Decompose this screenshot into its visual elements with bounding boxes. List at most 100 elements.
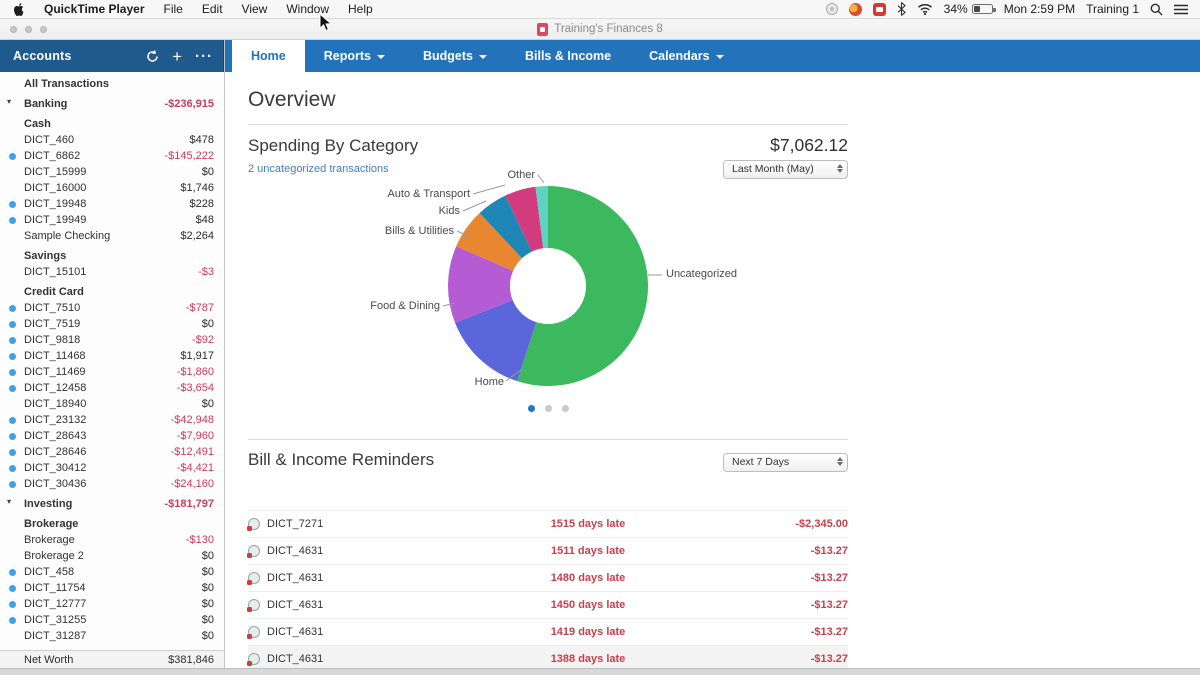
account-balance: $48 bbox=[195, 214, 214, 226]
sidebar-account-row[interactable]: DICT_11468 $1,917 bbox=[0, 348, 224, 364]
sidebar-account-row[interactable]: DICT_23132 -$42,948 bbox=[0, 412, 224, 428]
disclosure-triangle-icon[interactable]: ▾ bbox=[7, 497, 12, 506]
pagination-dot-2[interactable] bbox=[544, 405, 552, 412]
sidebar-account-row[interactable]: DICT_460 $478 bbox=[0, 132, 224, 148]
sidebar-section-header[interactable]: Credit Card bbox=[0, 284, 224, 300]
spending-period-select[interactable]: Last Month (May) bbox=[723, 159, 848, 179]
account-status-dot bbox=[9, 448, 16, 456]
sidebar-account-row[interactable]: DICT_30436 -$24,160 bbox=[0, 476, 224, 492]
account-balance: $0 bbox=[201, 630, 214, 642]
sidebar-group-row[interactable]: ▾ Investing -$181,797 bbox=[0, 496, 224, 512]
sidebar-account-row[interactable]: DICT_11469 -$1,860 bbox=[0, 364, 224, 380]
sidebar-account-row[interactable]: DICT_19948 $228 bbox=[0, 196, 224, 212]
pagination-dot-1[interactable] bbox=[527, 405, 535, 412]
sidebar-account-row[interactable]: DICT_16000 $1,746 bbox=[0, 180, 224, 196]
menu-window[interactable]: Window bbox=[286, 2, 330, 16]
screen-recording-indicator-icon[interactable] bbox=[825, 3, 838, 15]
sidebar-account-row[interactable]: DICT_7510 -$787 bbox=[0, 300, 224, 316]
sidebar-account-row[interactable]: DICT_6862 -$145,222 bbox=[0, 148, 224, 164]
menu-user[interactable]: Training 1 bbox=[1086, 2, 1139, 16]
sidebar-section-header[interactable]: Brokerage bbox=[0, 516, 224, 532]
reminders-period-select[interactable]: Next 7 Days bbox=[723, 452, 848, 472]
zoom-window-button[interactable] bbox=[40, 26, 47, 33]
menu-clock[interactable]: Mon 2:59 PM bbox=[1003, 2, 1076, 16]
chart-slice-other[interactable] bbox=[535, 186, 548, 249]
chart-slice-home[interactable] bbox=[455, 299, 537, 382]
apple-menu-icon[interactable] bbox=[12, 2, 25, 17]
account-name: Brokerage bbox=[24, 518, 79, 530]
sidebar-account-row[interactable]: DICT_15101 -$3 bbox=[0, 264, 224, 280]
sidebar-account-row[interactable]: DICT_28646 -$12,491 bbox=[0, 444, 224, 460]
disclosure-triangle-icon[interactable]: ▾ bbox=[7, 97, 12, 106]
sidebar-group-row[interactable]: ▾ Banking -$236,915 bbox=[0, 96, 224, 112]
chart-slice-bills-utilities[interactable] bbox=[456, 213, 522, 271]
sidebar-account-row[interactable]: DICT_12458 -$3,654 bbox=[0, 380, 224, 396]
chart-slice-auto-transport[interactable] bbox=[505, 186, 544, 252]
account-name: Brokerage 2 bbox=[24, 550, 84, 562]
account-name: DICT_12777 bbox=[24, 598, 87, 610]
menu-app-name[interactable]: QuickTime Player bbox=[44, 2, 145, 16]
account-name: DICT_18940 bbox=[24, 398, 87, 410]
reminder-name: DICT_4631 bbox=[267, 544, 324, 557]
red-app-status-icon[interactable] bbox=[872, 2, 886, 16]
account-name: DICT_19948 bbox=[24, 198, 87, 210]
reminder-days-late: 1515 days late bbox=[550, 517, 626, 530]
reminder-row[interactable]: DICT_4631 1511 days late -$13.27 bbox=[247, 538, 848, 565]
account-balance: -$24,160 bbox=[170, 478, 214, 490]
tab-home[interactable]: Home bbox=[232, 40, 305, 72]
sidebar-account-row[interactable]: DICT_18940 $0 bbox=[0, 396, 224, 412]
reminder-row[interactable]: DICT_4631 1388 days late -$13.27 bbox=[247, 645, 848, 668]
sidebar-item[interactable]: All Transactions bbox=[0, 76, 224, 92]
menu-view[interactable]: View bbox=[241, 2, 268, 16]
more-options-icon[interactable]: ··· bbox=[195, 47, 213, 65]
add-account-icon[interactable]: + bbox=[172, 46, 182, 66]
reminder-row[interactable]: DICT_7271 1515 days late -$2,345.00 bbox=[247, 511, 848, 538]
sidebar-section-header[interactable]: Savings bbox=[0, 248, 224, 264]
tab-bills-income[interactable]: Bills & Income bbox=[524, 49, 612, 63]
account-status-dot bbox=[9, 480, 16, 488]
sidebar-account-row[interactable]: DICT_31255 $0 bbox=[0, 612, 224, 628]
minimize-window-button[interactable] bbox=[25, 26, 32, 33]
sidebar-account-row[interactable]: DICT_12777 $0 bbox=[0, 596, 224, 612]
account-balance: $0 bbox=[201, 166, 214, 178]
bluetooth-icon[interactable] bbox=[897, 2, 906, 16]
account-balance: -$1,860 bbox=[176, 366, 214, 378]
net-worth-footer: Net Worth $381,846 bbox=[0, 650, 224, 668]
sidebar-account-row[interactable]: DICT_28643 -$7,960 bbox=[0, 428, 224, 444]
pagination-dot-3[interactable] bbox=[561, 405, 569, 412]
sidebar-account-row[interactable]: DICT_15999 $0 bbox=[0, 164, 224, 180]
refresh-icon[interactable] bbox=[146, 49, 159, 63]
reminder-row[interactable]: DICT_4631 1450 days late -$13.27 bbox=[247, 592, 848, 619]
tab-budgets[interactable]: Budgets bbox=[404, 40, 506, 72]
chart-slice-food-dining[interactable] bbox=[447, 246, 514, 323]
sidebar-account-row[interactable]: DICT_30412 -$4,421 bbox=[0, 460, 224, 476]
notification-center-icon[interactable] bbox=[1174, 4, 1188, 15]
sidebar-account-row[interactable]: DICT_9818 -$92 bbox=[0, 332, 224, 348]
close-window-button[interactable] bbox=[10, 26, 17, 33]
menu-file[interactable]: File bbox=[163, 2, 183, 16]
tab-reports[interactable]: Reports bbox=[305, 40, 404, 72]
wifi-icon[interactable] bbox=[917, 3, 933, 15]
account-status-dot bbox=[9, 200, 16, 208]
reminder-row[interactable]: DICT_4631 1480 days late -$13.27 bbox=[247, 565, 848, 592]
sidebar-account-row[interactable]: DICT_458 $0 bbox=[0, 564, 224, 580]
tab-calendars[interactable]: Calendars bbox=[630, 40, 742, 72]
account-name: DICT_6862 bbox=[24, 150, 81, 162]
sidebar-section-header[interactable]: Cash bbox=[0, 116, 224, 132]
menu-help[interactable]: Help bbox=[348, 2, 373, 16]
battery-indicator[interactable]: 34% bbox=[944, 2, 996, 16]
menu-edit[interactable]: Edit bbox=[201, 2, 223, 16]
spotlight-search-icon[interactable] bbox=[1150, 3, 1163, 16]
app-status-icon[interactable] bbox=[848, 2, 862, 16]
uncategorized-transactions-link[interactable]: 2 uncategorized transactions bbox=[248, 163, 389, 175]
sidebar-account-row[interactable]: DICT_11754 $0 bbox=[0, 580, 224, 596]
reminder-row[interactable]: DICT_4631 1419 days late -$13.27 bbox=[247, 619, 848, 646]
sidebar-account-row[interactable]: DICT_31287 $0 bbox=[0, 628, 224, 644]
sidebar-account-row[interactable]: Brokerage 2 $0 bbox=[0, 548, 224, 564]
sidebar-account-row[interactable]: Sample Checking $2,264 bbox=[0, 228, 224, 244]
chart-slice-kids[interactable] bbox=[479, 195, 532, 259]
sidebar-account-row[interactable]: Brokerage -$130 bbox=[0, 532, 224, 548]
chart-slice-uncategorized[interactable] bbox=[517, 186, 648, 386]
sidebar-account-row[interactable]: DICT_19949 $48 bbox=[0, 212, 224, 228]
sidebar-account-row[interactable]: DICT_7519 $0 bbox=[0, 316, 224, 332]
